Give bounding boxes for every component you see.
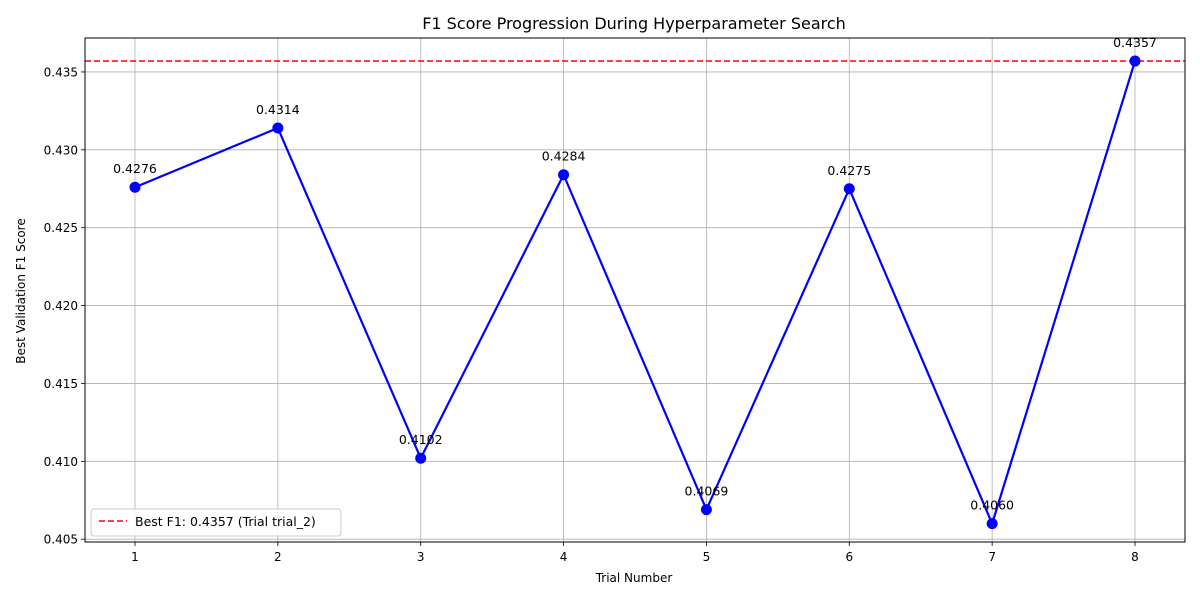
data-point <box>272 122 284 134</box>
x-tick-label: 3 <box>417 550 425 564</box>
x-tick-label: 6 <box>845 550 853 564</box>
data-label: 0.4284 <box>542 149 586 164</box>
legend-box <box>90 508 342 537</box>
data-point <box>415 452 427 464</box>
data-point <box>843 183 855 195</box>
x-tick-label: 4 <box>560 550 568 564</box>
data-point <box>558 169 570 181</box>
data-label: 0.4276 <box>113 161 157 176</box>
data-label: 0.4357 <box>1113 35 1157 50</box>
series-group <box>129 55 1141 530</box>
data-label: 0.4060 <box>970 498 1014 513</box>
plot-frame <box>84 37 1186 543</box>
data-point <box>700 504 712 516</box>
x-tick-label: 7 <box>988 550 996 564</box>
x-tick-label: 2 <box>274 550 282 564</box>
x-tick-label: 5 <box>703 550 711 564</box>
x-axis-title: Trial Number <box>595 571 673 585</box>
data-point <box>129 181 141 193</box>
data-label: 0.4314 <box>256 102 300 117</box>
data-labels: 0.4276 0.4314 0.4102 0.4284 0.4069 0.4275 0.40… <box>113 35 1157 513</box>
data-label: 0.4102 <box>399 432 443 447</box>
chart-title: F1 Score Progression During Hyperparamet… <box>422 14 846 33</box>
grid <box>85 38 1185 542</box>
y-axis-title: Best Validation F1 Score <box>14 218 28 363</box>
y-axis-ticks: 0.405 0.410 0.415 0.420 0.425 0.430 0.435 <box>44 65 85 547</box>
y-tick-label: 0.420 <box>44 299 78 313</box>
x-tick-label: 8 <box>1131 550 1139 564</box>
legend-label: Best F1: 0.4357 (Trial trial_2) <box>135 514 316 529</box>
data-point <box>986 518 998 530</box>
y-tick-label: 0.435 <box>44 65 78 79</box>
x-tick-label: 1 <box>131 550 139 564</box>
y-tick-label: 0.425 <box>44 221 78 235</box>
data-label: 0.4069 <box>685 484 729 499</box>
y-tick-label: 0.405 <box>44 533 78 547</box>
series-line <box>134 60 1137 525</box>
x-axis-ticks: 1 2 3 4 5 6 7 8 <box>131 542 1139 564</box>
data-label: 0.4275 <box>827 163 871 178</box>
y-tick-label: 0.430 <box>44 143 78 157</box>
data-point <box>1129 55 1141 67</box>
y-tick-label: 0.415 <box>44 377 78 391</box>
y-tick-label: 0.410 <box>44 455 78 469</box>
legend: Best F1: 0.4357 (Trial trial_2) <box>90 508 342 537</box>
